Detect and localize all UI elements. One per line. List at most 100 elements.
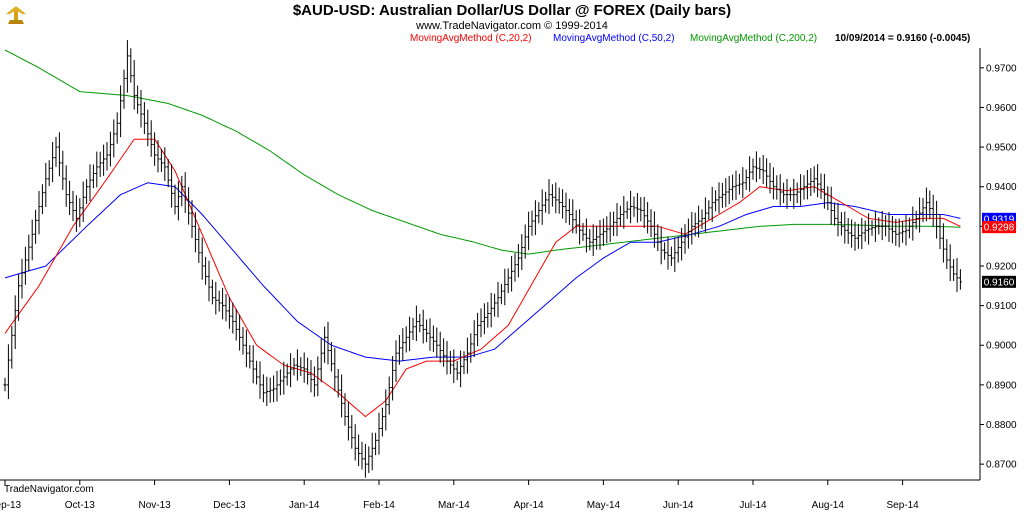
price-bar xyxy=(241,326,245,355)
price-bar xyxy=(159,148,163,172)
price-bar xyxy=(153,132,157,166)
ma200-layer xyxy=(4,49,961,255)
price-bar xyxy=(890,216,894,244)
price-bar xyxy=(618,205,622,227)
price-bar xyxy=(3,377,7,392)
price-bar xyxy=(6,344,10,400)
price-bar xyxy=(724,178,728,208)
price-bar xyxy=(224,293,228,322)
price-bar xyxy=(503,268,507,306)
ma20-layer xyxy=(4,138,961,418)
price-bar xyxy=(639,197,643,222)
price-bar xyxy=(782,182,786,204)
price-bar xyxy=(873,210,877,242)
price-bar xyxy=(129,48,133,83)
price-bar xyxy=(132,60,136,110)
price-bar xyxy=(459,350,463,388)
price-bar xyxy=(795,182,799,204)
y-tick-label: 0.9700 xyxy=(986,63,1017,74)
value-label: 0.9160 xyxy=(982,275,1016,288)
watermark-text: TradeNavigator.com xyxy=(4,484,94,495)
price-bar xyxy=(326,321,330,365)
price-bar xyxy=(452,349,456,384)
price-bar xyxy=(907,217,911,239)
price-bars-layer xyxy=(3,40,962,478)
price-bar xyxy=(306,357,310,385)
price-bar xyxy=(676,236,680,263)
price-bar xyxy=(839,212,843,236)
y-tick-label: 0.8700 xyxy=(986,460,1017,471)
price-bar xyxy=(785,178,789,209)
price-bar xyxy=(438,331,442,363)
price-bar xyxy=(863,220,867,242)
price-bar xyxy=(523,224,527,259)
copyright-text: www.TradeNavigator.com © 1999-2014 xyxy=(415,20,608,32)
x-tick-label: Mar-14 xyxy=(438,500,470,511)
price-bar xyxy=(533,200,537,236)
price-bar xyxy=(377,412,381,455)
price-bar xyxy=(469,333,473,363)
svg-text:0.9298: 0.9298 xyxy=(984,223,1015,234)
price-bar xyxy=(81,181,85,223)
price-bar xyxy=(955,258,959,293)
price-bar xyxy=(656,224,660,252)
price-bar xyxy=(336,368,340,398)
price-bar xyxy=(598,220,602,250)
price-bar xyxy=(105,142,109,171)
price-bar xyxy=(707,200,711,220)
price-bar xyxy=(183,172,187,213)
price-bar xyxy=(588,229,592,251)
price-bar xyxy=(78,198,82,228)
price-bar xyxy=(663,242,667,260)
price-bar xyxy=(472,320,476,358)
price-bar xyxy=(40,184,44,215)
price-bar xyxy=(734,170,738,201)
price-bar xyxy=(455,361,459,381)
price-bar xyxy=(924,187,928,222)
price-bar xyxy=(809,168,813,196)
price-bar xyxy=(384,389,388,431)
legend-ma200: MovingAvgMethod (C,200,2) xyxy=(690,33,817,44)
price-bar xyxy=(836,202,840,237)
price-bar xyxy=(44,162,48,207)
price-bar xyxy=(561,189,565,219)
price-bar xyxy=(788,187,792,202)
price-bar xyxy=(312,366,316,397)
price-bar xyxy=(856,223,860,249)
price-bar xyxy=(887,212,891,242)
x-tick-label: Sep-13 xyxy=(0,500,22,511)
price-bar xyxy=(34,209,38,244)
price-bar xyxy=(479,308,483,338)
price-bar xyxy=(442,338,446,367)
price-bar xyxy=(537,202,541,224)
price-bar xyxy=(333,347,337,392)
y-tick-label: 0.8900 xyxy=(986,380,1017,391)
price-bar xyxy=(248,344,252,369)
price-bar xyxy=(822,173,826,209)
price-bar xyxy=(275,370,279,402)
legend-last-value: 10/09/2014 = 0.9160 (-0.0045) xyxy=(835,33,970,44)
price-bar xyxy=(30,219,34,261)
price-bar xyxy=(714,190,718,212)
price-bar xyxy=(340,374,344,418)
trade-navigator-logo-icon xyxy=(6,6,26,24)
price-bar xyxy=(217,290,221,312)
price-bar xyxy=(414,305,418,341)
price-bar xyxy=(309,360,313,393)
price-bar xyxy=(261,374,265,403)
price-bar xyxy=(493,293,497,317)
price-bar xyxy=(642,196,646,229)
price-bar xyxy=(108,131,112,167)
price-bar xyxy=(323,326,327,363)
price-bar xyxy=(846,218,850,244)
price-bar xyxy=(176,181,180,221)
price-bar xyxy=(812,166,816,193)
price-bar xyxy=(204,256,208,285)
price-bar xyxy=(557,187,561,214)
price-bar xyxy=(346,401,350,441)
price-bar xyxy=(765,158,769,188)
price-bar xyxy=(197,228,201,263)
price-bar xyxy=(860,217,864,250)
price-bar xyxy=(295,349,299,381)
